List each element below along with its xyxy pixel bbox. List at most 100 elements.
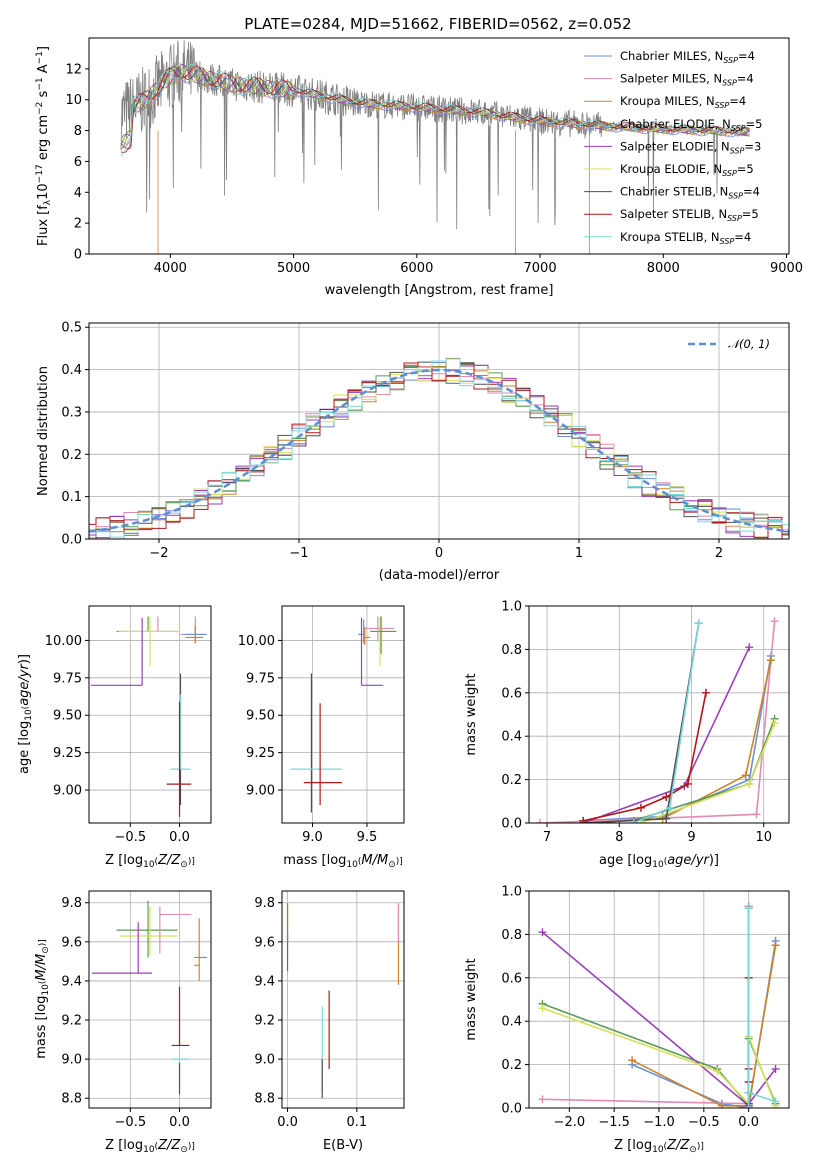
label-part: / <box>675 1138 682 1153</box>
plot-area <box>535 617 779 823</box>
x-tick-label: 7000 <box>524 261 557 276</box>
label-part: ( <box>21 706 31 710</box>
y-tick-label: 10 <box>65 93 82 108</box>
legend-label: Salpeter ELODIE, NSSP=3 <box>620 139 761 155</box>
label-part: age <box>17 682 32 706</box>
y-tick-label: 10.00 <box>45 634 82 649</box>
mass-weight-marker <box>766 656 775 665</box>
x-tick-label: 9 <box>687 830 695 845</box>
y-tick-label: 1.0 <box>501 885 522 900</box>
label-part: mass [log <box>34 996 49 1059</box>
legend-label: 𝒩(0, 1) <box>728 337 770 351</box>
label-part: 10 <box>652 1145 664 1155</box>
y-tick-label: 0.8 <box>501 643 522 658</box>
mass-weight-marker <box>636 803 645 812</box>
x-tick-label: 0.1 <box>347 1115 368 1130</box>
plot-area <box>91 900 208 1095</box>
mass-weight-marker <box>744 1104 753 1108</box>
spectrum-y-label: Flux [fλ10−17 erg cm−2 s−1 A−1] <box>35 46 53 246</box>
axes-frame <box>88 605 212 824</box>
label-part: / <box>166 853 173 868</box>
x-tick-label: 8000 <box>647 261 680 276</box>
y-tick-label: 0.8 <box>501 928 522 943</box>
legend-nssp-value: =4 <box>729 94 746 108</box>
spectrum-model-line <box>120 63 750 157</box>
legend-nssp-value: =5 <box>746 117 763 131</box>
label-part: ( <box>38 981 48 985</box>
normal-reference-curve <box>89 368 789 533</box>
legend-series-name: Chabrier STELIB <box>620 185 712 199</box>
y-tick-label: 0.3 <box>61 405 82 420</box>
y-tick-label: 9.25 <box>246 746 275 761</box>
label-part: / <box>17 676 32 683</box>
panel-mass-weight-vs-age: 7 8 9 10 0.0 0.2 0.4 0.6 0.8 1.0 mass weight age [l… <box>464 600 790 870</box>
y-tick-label: 9.75 <box>246 671 275 686</box>
residuals-x-label: (data-model)/error <box>379 568 500 583</box>
y-label-part: λ <box>43 199 53 205</box>
label-part: Z [log <box>105 853 143 868</box>
panel-spectrum: 4000 5000 6000 7000 8000 9000 0 2 4 6 8 10 12 Chabrie… <box>35 37 803 298</box>
y-tick-label: 12 <box>65 62 82 77</box>
legend-nssp-value: =4 <box>743 185 760 199</box>
label-part: ⊙ <box>388 860 396 870</box>
legend-nssp-value: =3 <box>744 139 761 153</box>
y-label-part: −2 <box>35 102 45 115</box>
residuals-y-label: Normed distribution <box>36 366 51 496</box>
mwAge-x-label: age [log10(age/yr)] <box>599 853 719 870</box>
label-part: )] <box>709 853 719 868</box>
label-part: / <box>372 853 379 868</box>
y-label-part: −17 <box>35 164 45 183</box>
axes-frame <box>281 890 405 1109</box>
mass-weight-marker <box>752 810 761 819</box>
mass-weight-marker <box>771 1097 780 1106</box>
legend-nssp-subscript: SSP <box>730 146 745 155</box>
label-part: ⊙ <box>689 1145 697 1155</box>
mass-weight-marker <box>535 819 544 823</box>
legend-nssp-subscript: SSP <box>731 124 746 133</box>
x-tick-label: −1.0 <box>643 1115 675 1130</box>
legend-nssp-subscript: SSP <box>715 101 730 110</box>
legend-nssp-subscript: SSP <box>722 79 737 88</box>
y-tick-label: 10.00 <box>238 634 275 649</box>
mass-weight-line <box>631 945 777 1107</box>
mass-weight-marker <box>662 792 671 801</box>
mass-weight-marker <box>538 1004 547 1013</box>
x-tick-label: 9.5 <box>357 830 378 845</box>
histogram-step-line <box>89 358 789 538</box>
x-tick-label: −0.5 <box>115 830 147 845</box>
label-part: ⊙ <box>180 860 188 870</box>
y-tick-label: 9.50 <box>246 709 275 724</box>
mass-weight-marker <box>713 1067 722 1076</box>
x-tick-label: −1.5 <box>598 1115 630 1130</box>
y-tick-label: 0.4 <box>501 1015 522 1030</box>
legend-label: Chabrier MILES, NSSP=4 <box>620 49 755 65</box>
mass-weight-marker <box>717 1101 726 1108</box>
mass-weight-y-label: mass weight <box>464 673 479 755</box>
mass-weight-marker <box>701 688 710 697</box>
label-part: Z [log <box>614 1138 652 1153</box>
mass-weight-marker <box>744 904 753 913</box>
legend-series-name: Chabrier MILES <box>620 49 707 63</box>
label-part: 10 <box>143 860 155 870</box>
y-tick-label: 0.0 <box>61 533 82 548</box>
label-part: ⊙ <box>41 946 51 954</box>
y-tick-label: 0.6 <box>501 971 522 986</box>
spectrum-model-line <box>120 65 750 154</box>
x-tick-label: 0.0 <box>277 1115 298 1130</box>
histogram-step-line <box>89 362 789 539</box>
legend-nssp-prefix: , N <box>714 139 730 153</box>
spectrum-title: PLATE=0284, MJD=51662, FIBERID=0562, z=0… <box>244 15 631 33</box>
plot-area <box>286 900 400 1099</box>
label-part: Z <box>170 1138 181 1153</box>
legend-nssp-value: =4 <box>734 230 751 244</box>
y-label-part: Flux [f <box>36 205 51 246</box>
label-part: ( <box>664 857 668 867</box>
y-tick-label: 9.0 <box>254 1053 275 1068</box>
legend-nssp-subscript: SSP <box>722 169 737 178</box>
legend-nssp-subscript: SSP <box>720 237 735 246</box>
y-tick-label: 0.2 <box>501 1058 522 1073</box>
legend-nssp-value: =5 <box>742 207 759 221</box>
mass-weight-marker <box>770 719 779 728</box>
